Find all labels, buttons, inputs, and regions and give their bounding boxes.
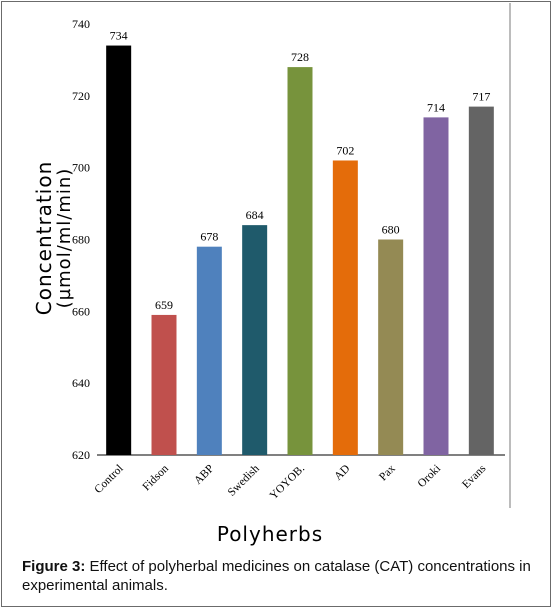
value-labels: 734 659 678 684 728 702 680 714 717 (110, 29, 491, 312)
y-axis: 620 640 660 680 700 720 740 (72, 17, 90, 462)
x-tick-label: Swedish (226, 462, 262, 498)
y-axis-title: Concentration (32, 161, 56, 315)
bar-evans (468, 106, 494, 455)
value-label: 702 (336, 143, 354, 157)
y-axis-unit: (µmol/ml/min) (54, 168, 75, 309)
bar-fidson (151, 314, 177, 455)
x-tick-label: Oroki (416, 463, 443, 490)
value-label: 717 (472, 90, 490, 104)
y-tick-label: 620 (72, 448, 90, 462)
bar-control (106, 45, 132, 456)
value-label: 734 (110, 29, 128, 43)
value-label: 680 (382, 223, 400, 237)
x-axis-title: Polyherbs (217, 522, 323, 546)
bar-ad (332, 160, 358, 455)
bar-swedish (242, 225, 268, 455)
bars (106, 45, 494, 456)
figure-caption: Figure 3: Effect of polyherbal medicines… (22, 557, 537, 595)
value-label: 728 (291, 50, 309, 64)
bar-yoyob (287, 67, 313, 455)
bar-oroki (423, 117, 449, 455)
x-tick-label: Control (92, 463, 125, 496)
x-tick-label: AD (332, 463, 352, 483)
x-tick-label: YOYOB. (268, 463, 308, 503)
x-tick-label: Fidson (140, 462, 171, 493)
x-tick-label: ABP (192, 463, 216, 487)
caption-text: Effect of polyherbal medicines on catala… (22, 558, 531, 594)
value-label: 684 (246, 208, 264, 222)
value-label: 714 (427, 100, 445, 114)
y-tick-label: 700 (72, 161, 90, 175)
y-tick-label: 680 (72, 233, 90, 247)
value-label: 678 (200, 230, 218, 244)
bar-abp (196, 246, 222, 455)
x-axis: Control Fidson ABP Swedish YOYOB. AD Pax Oroki E… (92, 462, 488, 502)
bar-pax (378, 239, 404, 455)
caption-label: Figure 3: (22, 558, 86, 575)
y-tick-label: 640 (72, 376, 90, 390)
value-label: 659 (155, 298, 173, 312)
x-tick-label: Pax (377, 462, 398, 483)
y-tick-label: 740 (72, 17, 90, 31)
y-tick-label: 720 (72, 89, 90, 103)
x-tick-label: Evans (460, 462, 489, 491)
y-tick-label: 660 (72, 304, 90, 318)
